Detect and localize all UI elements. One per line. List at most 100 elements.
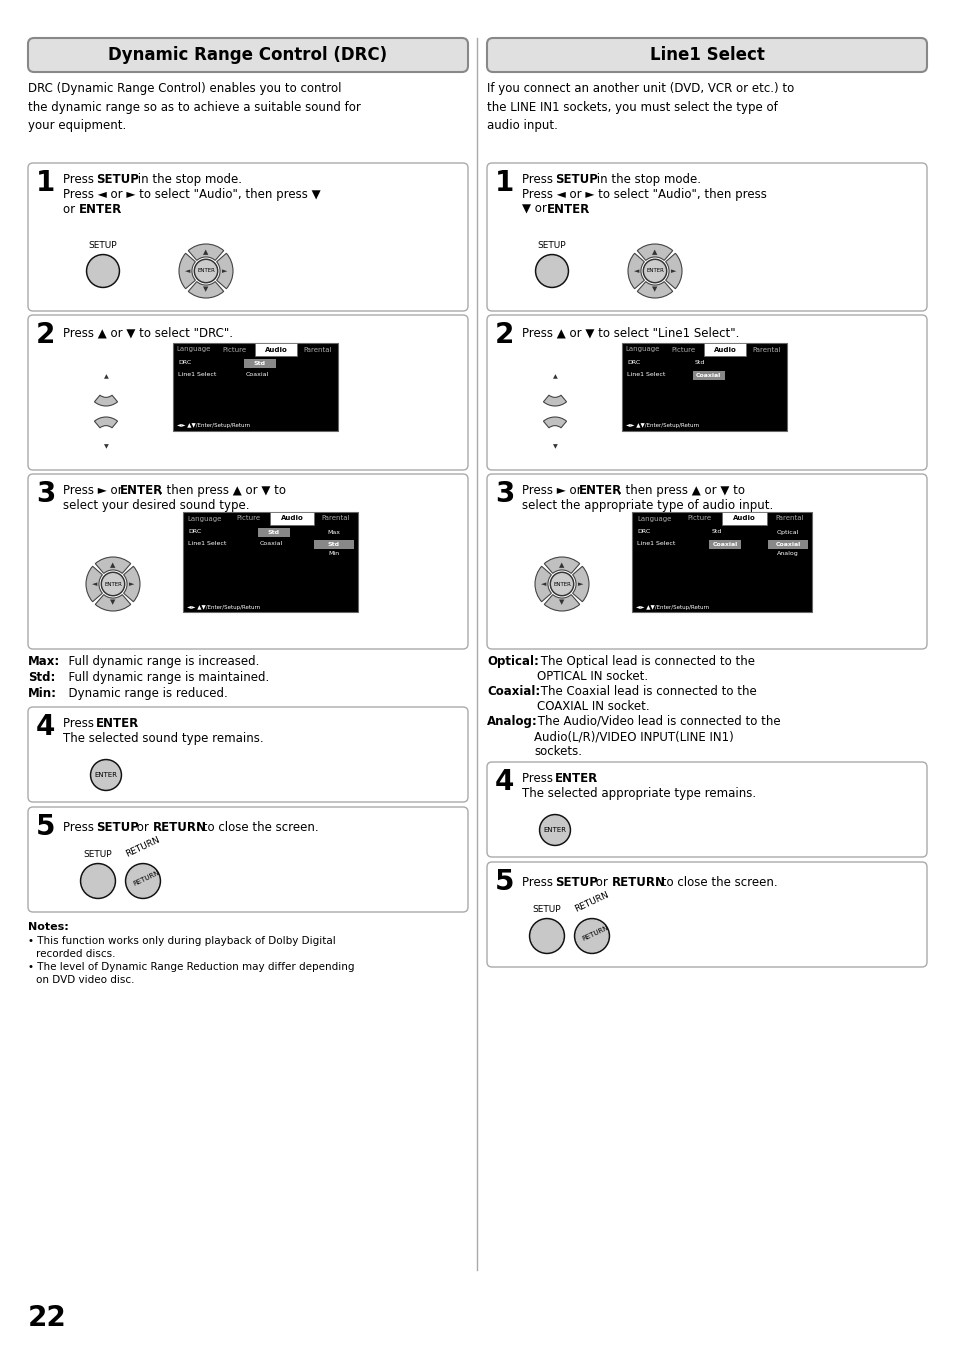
- Text: Coaxial: Coaxial: [696, 373, 720, 378]
- Circle shape: [82, 865, 113, 896]
- Text: ◄► ▲▼/Enter/Setup/Return: ◄► ▲▼/Enter/Setup/Return: [625, 424, 699, 428]
- Text: Parental: Parental: [303, 347, 332, 352]
- Text: Picture: Picture: [687, 516, 711, 521]
- Wedge shape: [94, 396, 117, 406]
- FancyBboxPatch shape: [486, 761, 926, 857]
- Text: Audio: Audio: [713, 347, 736, 352]
- Text: 4: 4: [495, 768, 514, 796]
- Bar: [314, 540, 354, 549]
- Text: Press: Press: [521, 772, 557, 784]
- Text: , then press ▲ or ▼ to: , then press ▲ or ▼ to: [618, 485, 744, 497]
- Wedge shape: [216, 254, 233, 289]
- Text: Press ► or: Press ► or: [63, 485, 126, 497]
- Wedge shape: [543, 396, 566, 406]
- Text: .: .: [118, 202, 122, 216]
- Text: Audio: Audio: [281, 516, 303, 521]
- Wedge shape: [188, 244, 224, 261]
- Circle shape: [539, 814, 570, 845]
- Text: sockets.: sockets.: [534, 745, 581, 757]
- Text: ▲: ▲: [552, 374, 557, 379]
- FancyBboxPatch shape: [28, 38, 468, 72]
- Text: ▼ or: ▼ or: [521, 202, 550, 216]
- Bar: [692, 371, 724, 379]
- Text: Picture: Picture: [671, 347, 695, 352]
- Text: DRC: DRC: [626, 360, 639, 365]
- Text: Std: Std: [694, 360, 704, 365]
- Text: Language: Language: [625, 347, 659, 352]
- Text: Std: Std: [253, 360, 265, 366]
- Bar: [721, 512, 766, 525]
- Text: , then press ▲ or ▼ to: , then press ▲ or ▼ to: [159, 485, 286, 497]
- FancyBboxPatch shape: [28, 474, 468, 649]
- Text: ◄► ▲▼/Enter/Setup/Return: ◄► ▲▼/Enter/Setup/Return: [187, 605, 260, 609]
- Bar: [621, 343, 786, 431]
- Text: .: .: [593, 772, 597, 784]
- Text: Language: Language: [188, 516, 222, 521]
- Text: Press: Press: [63, 717, 97, 730]
- Circle shape: [195, 261, 216, 281]
- Text: recorded discs.: recorded discs.: [36, 949, 115, 958]
- Text: Full dynamic range is increased.: Full dynamic range is increased.: [61, 655, 259, 668]
- Text: SETUP: SETUP: [96, 173, 139, 186]
- Text: Std:: Std:: [28, 671, 55, 684]
- Text: Parental: Parental: [751, 347, 780, 352]
- Text: Line1 Select: Line1 Select: [178, 373, 216, 377]
- Text: ENTER: ENTER: [553, 582, 570, 586]
- FancyBboxPatch shape: [486, 315, 926, 470]
- Text: in the stop mode.: in the stop mode.: [133, 173, 242, 186]
- Text: ◄: ◄: [634, 269, 639, 274]
- Bar: [708, 540, 740, 549]
- Text: The Coaxial lead is connected to the: The Coaxial lead is connected to the: [537, 684, 756, 698]
- Circle shape: [91, 760, 121, 791]
- Text: Dynamic range is reduced.: Dynamic range is reduced.: [61, 687, 228, 701]
- Text: Std: Std: [268, 531, 280, 535]
- Text: Coaxial: Coaxial: [712, 541, 737, 547]
- Text: ▼: ▼: [111, 599, 115, 605]
- Wedge shape: [637, 282, 672, 298]
- Text: 5: 5: [36, 813, 55, 841]
- Text: Press: Press: [63, 173, 97, 186]
- Text: Coaxial: Coaxial: [245, 373, 269, 377]
- FancyBboxPatch shape: [28, 315, 468, 470]
- Wedge shape: [665, 254, 681, 289]
- Wedge shape: [535, 566, 551, 602]
- Circle shape: [531, 919, 562, 952]
- Text: Press: Press: [521, 173, 557, 186]
- Text: The selected appropriate type remains.: The selected appropriate type remains.: [521, 787, 756, 801]
- Wedge shape: [124, 566, 140, 602]
- Bar: [172, 343, 337, 431]
- Circle shape: [551, 574, 572, 594]
- Text: RETURN: RETURN: [573, 890, 610, 914]
- Text: Max: Max: [327, 531, 340, 535]
- Text: ENTER: ENTER: [543, 828, 566, 833]
- FancyBboxPatch shape: [28, 163, 468, 310]
- Text: 22: 22: [28, 1304, 67, 1332]
- Text: ENTER: ENTER: [79, 202, 122, 216]
- Circle shape: [574, 918, 609, 953]
- Text: ▲: ▲: [652, 250, 657, 255]
- Text: Min:: Min:: [28, 687, 57, 701]
- Text: DRC: DRC: [188, 529, 201, 535]
- Text: ▲: ▲: [558, 563, 564, 568]
- Text: Analog: Analog: [777, 551, 798, 556]
- Text: ▼: ▼: [552, 444, 557, 450]
- Text: Line1 Select: Line1 Select: [637, 541, 675, 545]
- Text: select the appropriate type of audio input.: select the appropriate type of audio inp…: [521, 500, 773, 512]
- Text: Audio(L/R)/VIDEO INPUT(LINE IN1): Audio(L/R)/VIDEO INPUT(LINE IN1): [534, 730, 733, 742]
- Text: ENTER: ENTER: [546, 202, 590, 216]
- Text: ►: ►: [129, 580, 134, 587]
- Text: Press ▲ or ▼ to select "Line1 Select".: Press ▲ or ▼ to select "Line1 Select".: [521, 327, 739, 340]
- Bar: [631, 512, 811, 612]
- Text: ▲: ▲: [104, 374, 109, 379]
- Text: DRC: DRC: [637, 529, 650, 535]
- Text: Line1 Select: Line1 Select: [188, 541, 226, 545]
- Bar: [767, 540, 807, 549]
- Text: 2: 2: [36, 321, 55, 350]
- Bar: [243, 359, 275, 369]
- Text: SETUP: SETUP: [555, 173, 598, 186]
- Text: Press ◄ or ► to select "Audio", then press: Press ◄ or ► to select "Audio", then pre…: [521, 188, 766, 201]
- Text: Std: Std: [328, 541, 339, 547]
- Text: ▼: ▼: [203, 286, 209, 293]
- Text: SETUP: SETUP: [537, 242, 566, 250]
- Text: ENTER: ENTER: [197, 269, 214, 274]
